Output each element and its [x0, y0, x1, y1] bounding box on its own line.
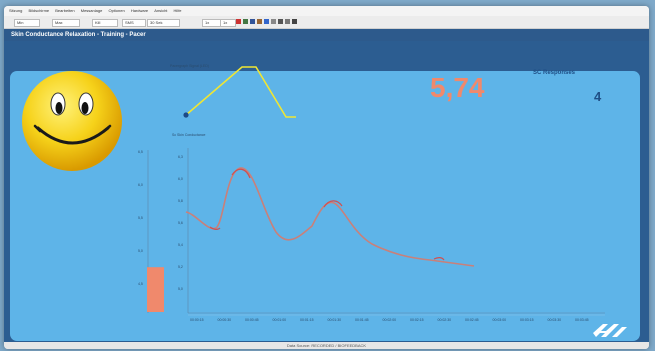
menu-item-bildschirme[interactable]: Bildschirme [28, 8, 50, 13]
sc-responses-label: SC Responses [533, 70, 576, 76]
bar-y-tick: 4,5 [138, 282, 143, 286]
menu-item-bearbeiten[interactable]: Bearbeiten [55, 8, 75, 13]
biofeedback-logo-icon [593, 324, 627, 337]
toolbar-button-icon[interactable] [243, 19, 248, 24]
toolbar-field-1[interactable]: Max [52, 19, 80, 27]
pacer-dot [183, 112, 189, 118]
sc-bar-meter [147, 150, 164, 313]
menu-bar: Sitzung Bildschirme Bearbeiten Messanlag… [4, 6, 649, 16]
bar-y-tick: 5,5 [138, 216, 143, 220]
graph-y-tick: 5,8 [178, 199, 183, 203]
sc-trace [185, 167, 475, 267]
sc-line-graph [185, 148, 605, 316]
graph-x-tick: 00:01:30 [327, 318, 342, 322]
toolbar-field-6[interactable]: 1x [220, 19, 236, 27]
toolbar-field-4[interactable]: 30 Sek [147, 19, 180, 27]
graph-x-tick: 00:02:30 [437, 318, 452, 322]
graph-y-tick: 6,3 [178, 155, 183, 159]
graph-x-tick: 00:02:00 [382, 318, 397, 322]
toolbar-field-2[interactable]: Kill [92, 19, 118, 27]
graph-x-tick: 00:03:30 [547, 318, 562, 322]
graph-y-tick: 5,2 [178, 265, 183, 269]
graph-x-tick: 00:00:45 [245, 318, 259, 322]
sc-bar [147, 267, 164, 312]
toolbar-button-icon[interactable] [278, 19, 283, 24]
toolbar-button-icon[interactable] [236, 19, 241, 24]
graph-x-tick: 00:01:15 [300, 318, 314, 322]
pacer-graph [183, 66, 296, 118]
toolbar-field-3[interactable]: SMS [122, 19, 146, 27]
menu-item-hilfe[interactable]: Hilfe [173, 8, 182, 13]
graph-y-tick: 5,0 [178, 287, 183, 291]
bar-y-tick: 6,0 [138, 183, 143, 187]
menu-item-ansicht[interactable]: Ansicht [154, 8, 168, 13]
sc-value: 5,74 [430, 72, 485, 103]
toolbar-button-icon[interactable] [264, 19, 269, 24]
menu-item-messanlage[interactable]: Messanlage [80, 8, 103, 13]
pacer-label: Pacergraph Signal (LED) [170, 64, 209, 68]
toolbar-button-icon[interactable] [257, 19, 262, 24]
menu-item-sitzung[interactable]: Sitzung [9, 8, 23, 13]
graph-x-tick: 00:03:15 [520, 318, 534, 322]
toolbar-button-icon[interactable] [292, 19, 297, 24]
menu-item-hardware[interactable]: Hardware [130, 8, 149, 13]
graph-y-tick: 5,4 [178, 243, 183, 247]
screen-title: Skin Conductance Relaxation - Training -… [4, 29, 649, 41]
graph-x-tick: 00:00:15 [190, 318, 204, 322]
sc-responses-count: 4 [594, 89, 602, 104]
graph-x-tick: 00:02:15 [410, 318, 424, 322]
bar-y-tick: 6,5 [138, 150, 143, 154]
status-bar: Data Source: RECORDED / BIOFEEDBACK [4, 342, 649, 349]
graph-label: Sc Skin Conductance [172, 133, 206, 137]
toolbar-button-icon[interactable] [250, 19, 255, 24]
bar-y-tick: 5,0 [138, 249, 143, 253]
graph-y-tick: 5,6 [178, 221, 183, 225]
graph-y-tick: 6,0 [178, 177, 183, 181]
toolbar-button-icon[interactable] [285, 19, 290, 24]
graph-x-tick: 00:03:00 [492, 318, 507, 322]
graph-x-tick: 00:02:45 [465, 318, 479, 322]
graph-x-tick: 00:01:45 [355, 318, 369, 322]
toolbar: Min Max Kill SMS 30 Sek 1x 1x [4, 16, 649, 29]
toolbar-field-0[interactable]: Min [14, 19, 40, 27]
menu-item-optionen[interactable]: Optionen [108, 8, 125, 13]
toolbar-button-icon[interactable] [271, 19, 276, 24]
graph-x-tick: 00:01:00 [272, 318, 287, 322]
graph-x-tick: 00:00:30 [217, 318, 232, 322]
graph-x-tick: 00:03:45 [575, 318, 589, 322]
smiley-face-icon [22, 71, 122, 171]
